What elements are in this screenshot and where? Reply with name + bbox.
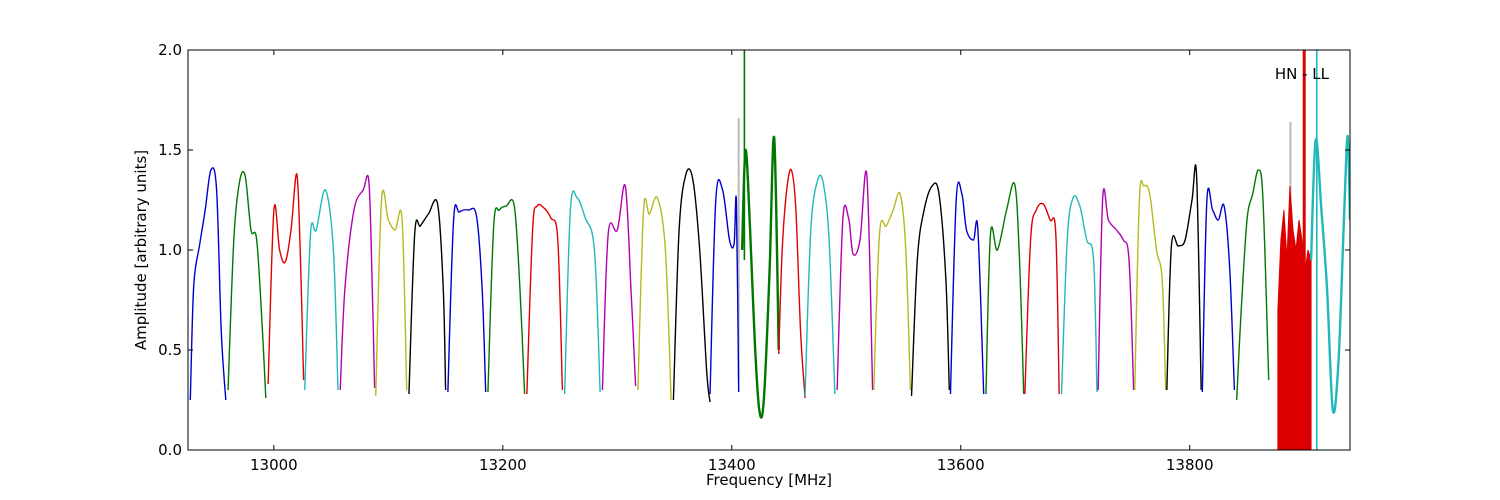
y-tick-label: 1.5	[158, 141, 182, 159]
series-line-25	[1097, 188, 1135, 391]
series-line-17	[804, 174, 836, 397]
series-line-2	[267, 173, 305, 385]
series-line-4	[339, 174, 376, 391]
series-line-26	[1134, 179, 1167, 391]
y-tick-label: 1.0	[158, 241, 182, 259]
series-line-20	[910, 182, 950, 397]
plot-data	[189, 50, 1350, 450]
series-line-7	[447, 204, 487, 393]
y-axis-label: Amplitude [arbitrary units]	[132, 150, 150, 350]
series-line-18	[836, 170, 874, 391]
x-tick-label: 13000	[250, 456, 298, 474]
y-tick-label: 0.0	[158, 441, 182, 459]
x-tick-label: 13600	[937, 456, 985, 474]
series-line-9	[526, 203, 564, 395]
series-line-23	[1024, 202, 1060, 395]
x-tick-label: 13400	[708, 456, 756, 474]
y-tick-label: 2.0	[158, 41, 182, 59]
series-line-16	[778, 168, 806, 399]
series-line-8	[487, 198, 526, 395]
series-line-22	[985, 182, 1025, 395]
axes: HN - LL 13000 13200 13400 13600 13800 0.0 0.5 1.…	[158, 41, 1350, 474]
series-line-12	[637, 196, 672, 401]
series-line-3	[304, 189, 339, 391]
series-line-28	[1201, 187, 1236, 393]
series-line-27	[1166, 164, 1202, 391]
series-line-0	[189, 167, 227, 401]
series-line-14	[709, 179, 740, 395]
series-line-11	[601, 183, 637, 391]
annotation-label: HN - LL	[1275, 65, 1330, 83]
series-line-6	[408, 198, 447, 395]
series-line-1	[227, 170, 267, 399]
x-tick-label: 13800	[1166, 456, 1214, 474]
series-line-10	[563, 190, 601, 395]
series-line-29	[1235, 169, 1270, 401]
series-line-13	[672, 168, 711, 403]
y-tick-label: 0.5	[158, 341, 182, 359]
x-axis-label: Frequency [MHz]	[706, 471, 832, 489]
series-line-21	[949, 181, 985, 395]
series-line-15	[740, 135, 780, 419]
series-line-24	[1060, 195, 1098, 395]
x-tick-label: 13200	[479, 456, 527, 474]
series-line-5	[375, 189, 408, 397]
series-line-19	[873, 191, 912, 391]
